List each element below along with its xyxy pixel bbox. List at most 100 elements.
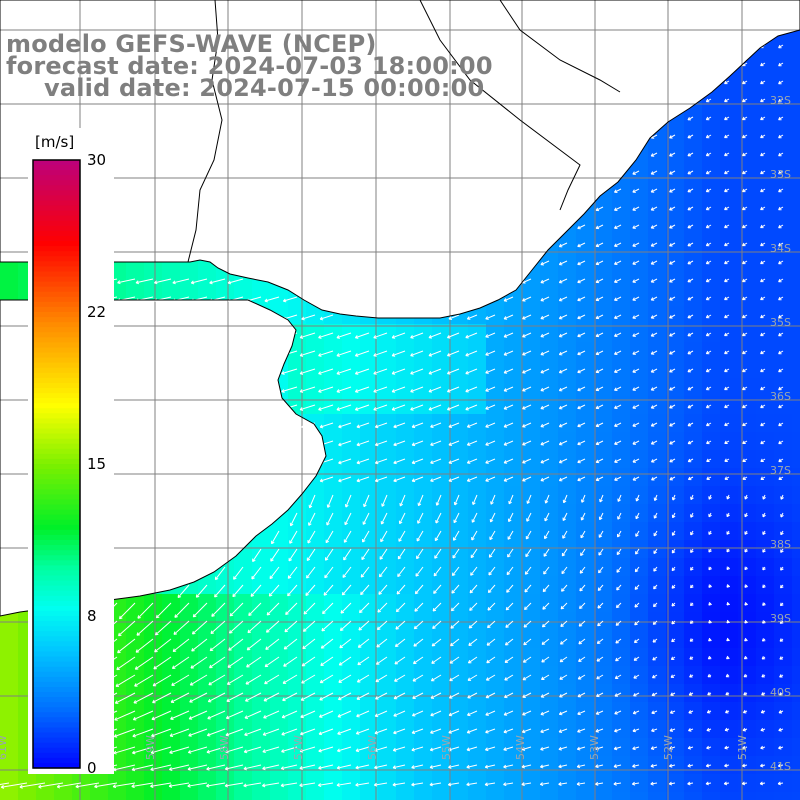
field-cell: [702, 270, 721, 289]
field-cell: [684, 738, 703, 757]
wind-arrow: [524, 584, 532, 593]
wind-arrow: [760, 368, 766, 373]
wind-arrow: [558, 386, 568, 392]
field-cell: [648, 360, 667, 379]
wind-arrow: [374, 440, 388, 447]
wind-arrow: [487, 620, 496, 629]
wind-arrow: [336, 404, 352, 411]
field-cell: [612, 198, 631, 217]
field-cell: [756, 648, 775, 667]
wind-arrow: [318, 710, 334, 718]
wind-arrow: [744, 494, 748, 500]
field-cell: [414, 612, 433, 631]
field-cell: [648, 630, 667, 649]
wind-arrow: [687, 116, 694, 121]
wind-arrow: [430, 440, 442, 447]
wind-arrow: [595, 746, 604, 751]
wind-arrow: [760, 278, 766, 283]
wind-arrow: [323, 584, 334, 596]
field-cell: [360, 450, 379, 469]
field-cell: [774, 198, 793, 217]
field-cell: [720, 306, 739, 325]
wind-arrow: [522, 656, 532, 663]
wind-arrow: [669, 242, 676, 247]
field-cell: [594, 630, 613, 649]
wind-arrow: [632, 332, 640, 337]
wind-arrow: [522, 332, 532, 338]
wind-arrow: [354, 404, 370, 411]
wind-arrow: [669, 206, 676, 211]
wind-arrow: [466, 458, 478, 464]
wind-arrow: [635, 548, 640, 555]
field-cell: [306, 720, 325, 739]
field-cell: [432, 774, 451, 793]
field-cell: [684, 378, 703, 397]
wind-arrow: [173, 620, 190, 635]
wind-arrow: [362, 530, 370, 543]
colorbar-segment: [33, 301, 80, 308]
field-cell: [648, 684, 667, 703]
colorbar-tick-0: 0: [87, 759, 97, 777]
field-cell: [396, 630, 415, 649]
wind-arrow: [558, 296, 568, 302]
wind-arrow: [760, 386, 766, 391]
field-cell: [612, 360, 631, 379]
wind-arrow: [397, 548, 406, 560]
field-cell: [342, 666, 361, 685]
field-cell: [756, 666, 775, 685]
field-cell: [414, 756, 433, 775]
field-cell: [558, 630, 577, 649]
field-cell: [702, 324, 721, 343]
wind-arrow: [724, 745, 730, 750]
field-cell: [324, 324, 343, 343]
field-cell: [468, 720, 487, 739]
field-cell: [648, 702, 667, 721]
field-cell: [162, 630, 181, 649]
field-cell: [324, 756, 343, 775]
field-cell: [306, 756, 325, 775]
wind-arrow: [410, 368, 424, 375]
field-cell: [342, 324, 361, 343]
field-cell: [576, 396, 595, 415]
field-cell: [558, 450, 577, 469]
field-cell: [126, 774, 145, 793]
wind-arrow: [466, 476, 478, 482]
wind-arrow: [689, 656, 694, 660]
colorbar-segment: [33, 550, 80, 556]
wind-arrow: [725, 709, 730, 714]
wind-arrow: [411, 710, 424, 717]
wind-arrow: [650, 440, 658, 445]
wind-arrow: [467, 710, 478, 717]
field-cell: [630, 612, 649, 631]
wind-arrow: [301, 674, 316, 684]
wind-arrow: [561, 584, 568, 592]
field-cell: [432, 378, 451, 397]
colorbar-segment: [33, 722, 80, 729]
wind-arrow: [705, 188, 712, 193]
field-cell: [648, 468, 667, 487]
colorbar-segment: [33, 342, 80, 349]
field-cell: [666, 324, 685, 343]
wind-arrow: [38, 782, 64, 789]
field-cell: [558, 612, 577, 631]
field-cell: [432, 630, 451, 649]
wind-arrow: [448, 440, 460, 446]
wind-arrow: [522, 296, 532, 302]
wind-arrow: [521, 746, 532, 751]
wind-arrow: [191, 638, 208, 652]
field-cell: [648, 792, 667, 800]
field-cell: [432, 342, 451, 361]
field-cell: [792, 540, 800, 559]
wind-arrow: [614, 476, 622, 481]
wind-arrow: [778, 386, 784, 391]
field-cell: [360, 720, 379, 739]
wind-arrow: [448, 422, 460, 428]
wind-arrow: [428, 404, 442, 411]
wind-arrow: [595, 476, 604, 482]
field-cell: [558, 432, 577, 451]
field-cell: [126, 702, 145, 721]
field-cell: [540, 612, 559, 631]
lat-label: 37S: [770, 464, 791, 477]
wind-arrow: [318, 332, 334, 339]
wind-arrow: [687, 152, 694, 157]
